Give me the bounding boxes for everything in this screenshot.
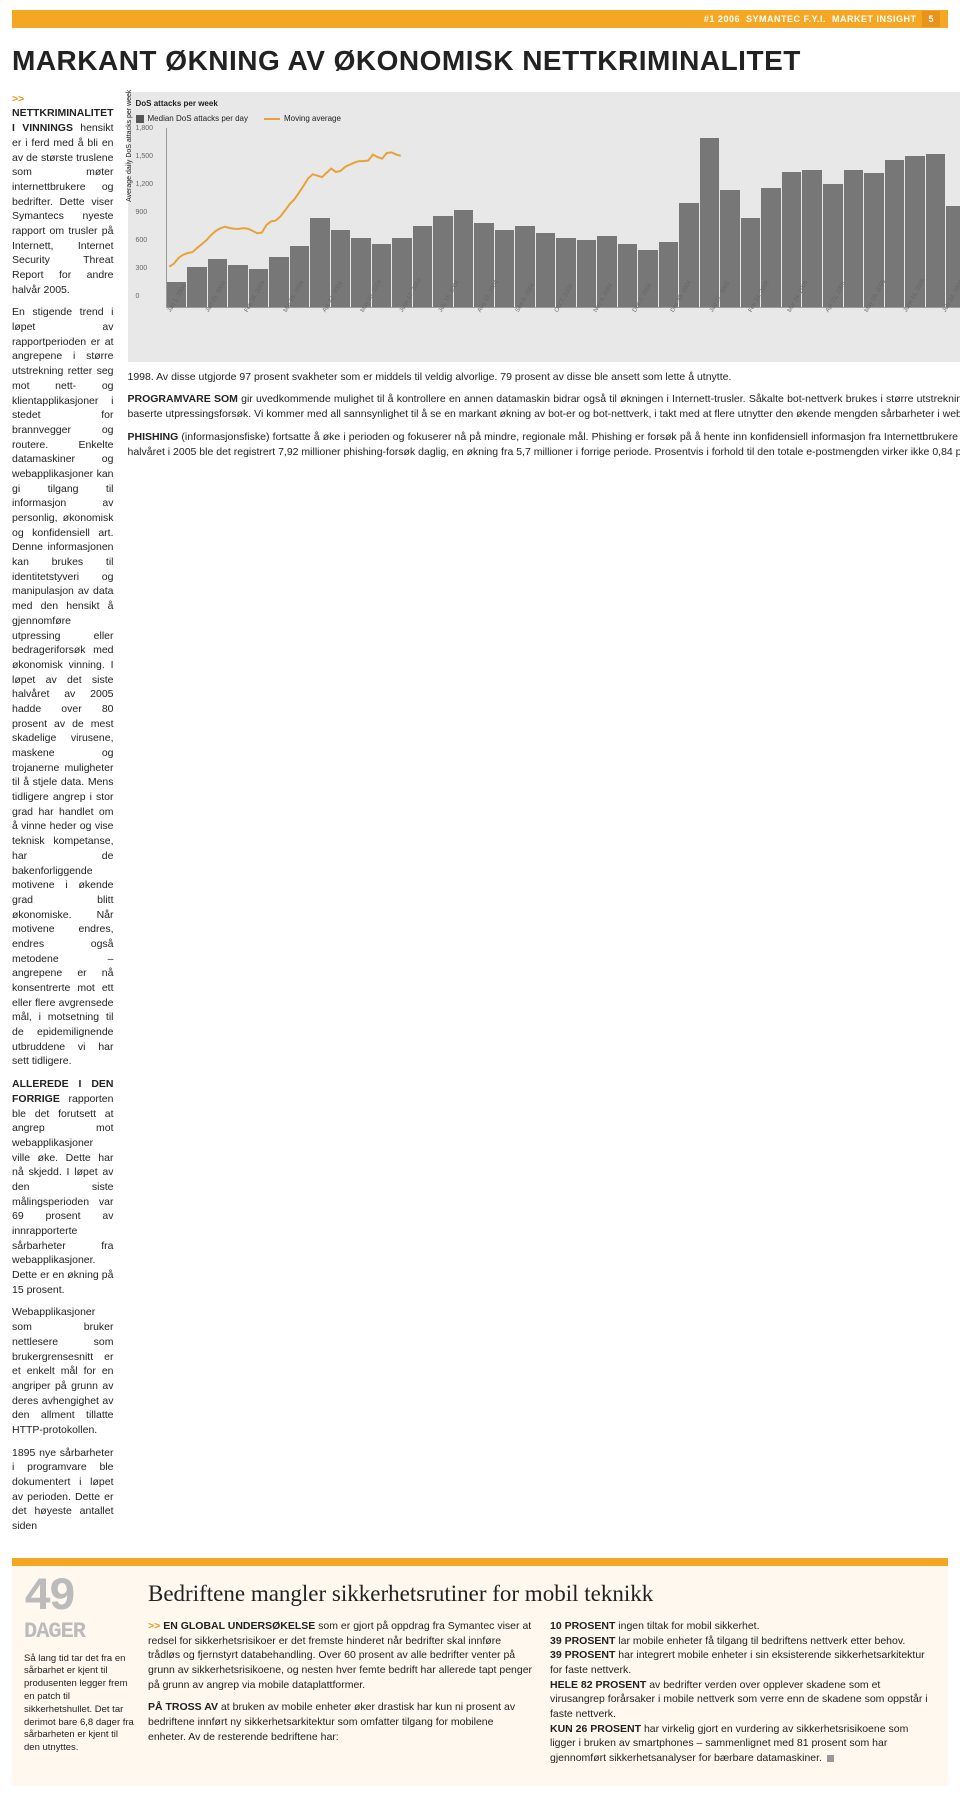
big-word: DAGER <box>24 1617 134 1647</box>
bottom-headline: Bedriftene mangler sikkerhetsrutiner for… <box>148 1578 936 1609</box>
end-mark-icon <box>827 1755 834 1762</box>
b3c-lead: 39 PROSENT <box>550 1649 615 1661</box>
dos-chart: DoS attacks per week Median DoS attacks … <box>128 92 960 362</box>
column-1: >> NETTKRIMINALITET I VINNINGS hensikt e… <box>12 92 114 1542</box>
chart-ytick: 900 <box>136 208 148 218</box>
b3e-lead: KUN 26 PROSENT <box>550 1723 641 1735</box>
section-label: MARKET INSIGHT <box>832 13 917 25</box>
stat-callout: 49 DAGER Så lang tid tar det fra en sårb… <box>24 1578 134 1774</box>
article-columns: >> NETTKRIMINALITET I VINNINGS hensikt e… <box>12 92 948 1542</box>
b3a-lead: 10 PROSENT <box>550 1620 615 1632</box>
b3d-lead: HELE 82 PROSENT <box>550 1679 646 1691</box>
b-lead-1: EN GLOBAL UNDERSØKELSE <box>163 1620 315 1632</box>
para-2: En stigende trend i løpet av rapportperi… <box>12 305 114 1069</box>
chart-ytick: 1,200 <box>136 180 154 190</box>
b-lead-2: PÅ TROSS AV <box>148 1701 218 1713</box>
para-3: rapporten ble det forutsett at angrep mo… <box>12 1093 114 1296</box>
chart-bar <box>700 138 720 307</box>
para-5: 1895 nye sårbarheter i programvare ble d… <box>12 1446 114 1534</box>
c2-para-3: (informasjonsfiske) fortsatte å øke i pe… <box>128 431 960 458</box>
page-number: 5 <box>922 11 940 27</box>
chart-source: Source: Symantec Corporation <box>136 342 960 352</box>
chart-ytick: 1,500 <box>136 152 154 162</box>
chart-xlabels: Jan 1, 2004Jan 29, 2004Feb 26, 2004Mar 2… <box>166 310 960 340</box>
b3b-text: lar mobile enheter få tilgang til bedrif… <box>615 1635 905 1647</box>
chart-ytick: 1,800 <box>136 124 154 134</box>
legend-line-icon <box>264 118 280 120</box>
issue-label: #1 2006 <box>704 13 740 25</box>
legend-square-icon <box>136 115 144 123</box>
b3b-lead: 39 PROSENT <box>550 1635 615 1647</box>
section-divider <box>12 1558 948 1566</box>
main-headline: MARKANT ØKNING AV ØKONOMISK NETTKRIMINAL… <box>12 42 948 80</box>
c2-para-2: gir uvedkommende mulighet til å kontroll… <box>128 393 960 420</box>
page-header: #1 2006 SYMANTEC F.Y.I. MARKET INSIGHT 5 <box>12 10 948 28</box>
c2-para-1: 1998. Av disse utgjorde 97 prosent svakh… <box>128 370 960 385</box>
brand-label: SYMANTEC F.Y.I. <box>746 13 826 25</box>
chart-ytick: 600 <box>136 236 148 246</box>
legend-2: Moving average <box>284 113 341 124</box>
para-1: hensikt er i ferd med å bli en av de stø… <box>12 122 114 296</box>
bottom-col-1: >> EN GLOBAL UNDERSØKELSE som er gjort p… <box>148 1619 534 1774</box>
callout-text: Så lang tid tar det fra en sårbarhet er … <box>24 1653 134 1756</box>
para-4: Webapplikasjoner som bruker nettlesere s… <box>12 1305 114 1437</box>
legend-1: Median DoS attacks per day <box>148 113 249 124</box>
bottom-section: 49 DAGER Så lang tid tar det fra en sårb… <box>12 1566 948 1786</box>
chart-ylabel: Average daily DoS attacks per week <box>125 89 135 201</box>
big-number: 49 <box>24 1578 134 1617</box>
chart-title: DoS attacks per week <box>136 98 960 109</box>
chart-ytick: 300 <box>136 264 148 274</box>
b3a-text: ingen tiltak for mobil sikkerhet. <box>615 1620 759 1632</box>
column-2: DoS attacks per week Median DoS attacks … <box>128 92 960 1542</box>
c2-lead-2: PROGRAMVARE SOM <box>128 393 238 405</box>
bottom-article: Bedriftene mangler sikkerhetsrutiner for… <box>148 1578 936 1774</box>
bottom-col-2: 10 PROSENT ingen tiltak for mobil sikker… <box>550 1619 936 1774</box>
chart-legend: Median DoS attacks per day Moving averag… <box>136 113 960 124</box>
c2-lead-3: PHISHING <box>128 431 179 443</box>
chart-ytick: 0 <box>136 292 140 302</box>
